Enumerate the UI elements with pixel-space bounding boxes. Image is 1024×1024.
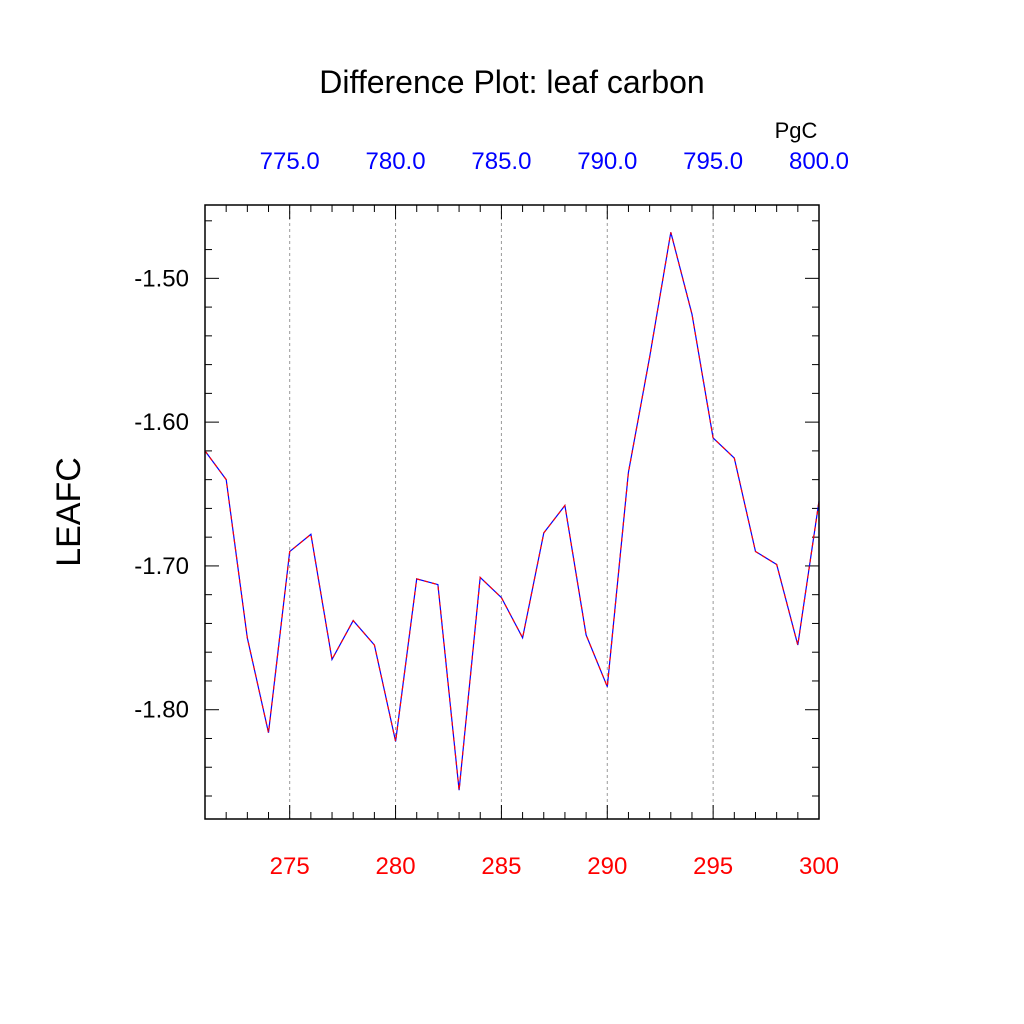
- top-tick-label: 795.0: [683, 148, 743, 175]
- left-tick-label: -1.70: [134, 553, 189, 580]
- bottom-tick-label: 285: [481, 853, 521, 880]
- bottom-tick-label: 290: [587, 853, 627, 880]
- series-line-2: [204, 232, 820, 791]
- left-tick-label: -1.50: [134, 265, 189, 292]
- left-tick-labels: -1.50 -1.60 -1.70 -1.80: [134, 265, 189, 723]
- bottom-tick-label: 275: [270, 853, 310, 880]
- bottom-tick-label: 300: [799, 853, 839, 880]
- x-gridlines: [289, 205, 714, 819]
- data-series: [204, 232, 820, 791]
- axis-ticks: [204, 205, 820, 819]
- bottom-tick-label: 280: [376, 853, 416, 880]
- left-tick-label: -1.80: [134, 697, 189, 724]
- chart-title: Difference Plot: leaf carbon: [319, 64, 704, 100]
- top-tick-label: 790.0: [577, 148, 637, 175]
- top-axis-unit-label: PgC: [775, 118, 818, 143]
- bottom-tick-label: 295: [693, 853, 733, 880]
- top-tick-label: 775.0: [260, 148, 320, 175]
- y-axis-label: LEAFC: [50, 457, 88, 567]
- top-tick-label: 800.0: [789, 148, 849, 175]
- series-line-1: [204, 232, 820, 791]
- top-tick-labels: 775.0 780.0 785.0 790.0 795.0 800.0: [260, 148, 849, 175]
- top-tick-label: 785.0: [471, 148, 531, 175]
- plot-frame: [204, 204, 820, 820]
- top-tick-label: 780.0: [366, 148, 426, 175]
- bottom-tick-labels: 275 280 285 290 295 300: [270, 853, 839, 880]
- left-tick-label: -1.60: [134, 409, 189, 436]
